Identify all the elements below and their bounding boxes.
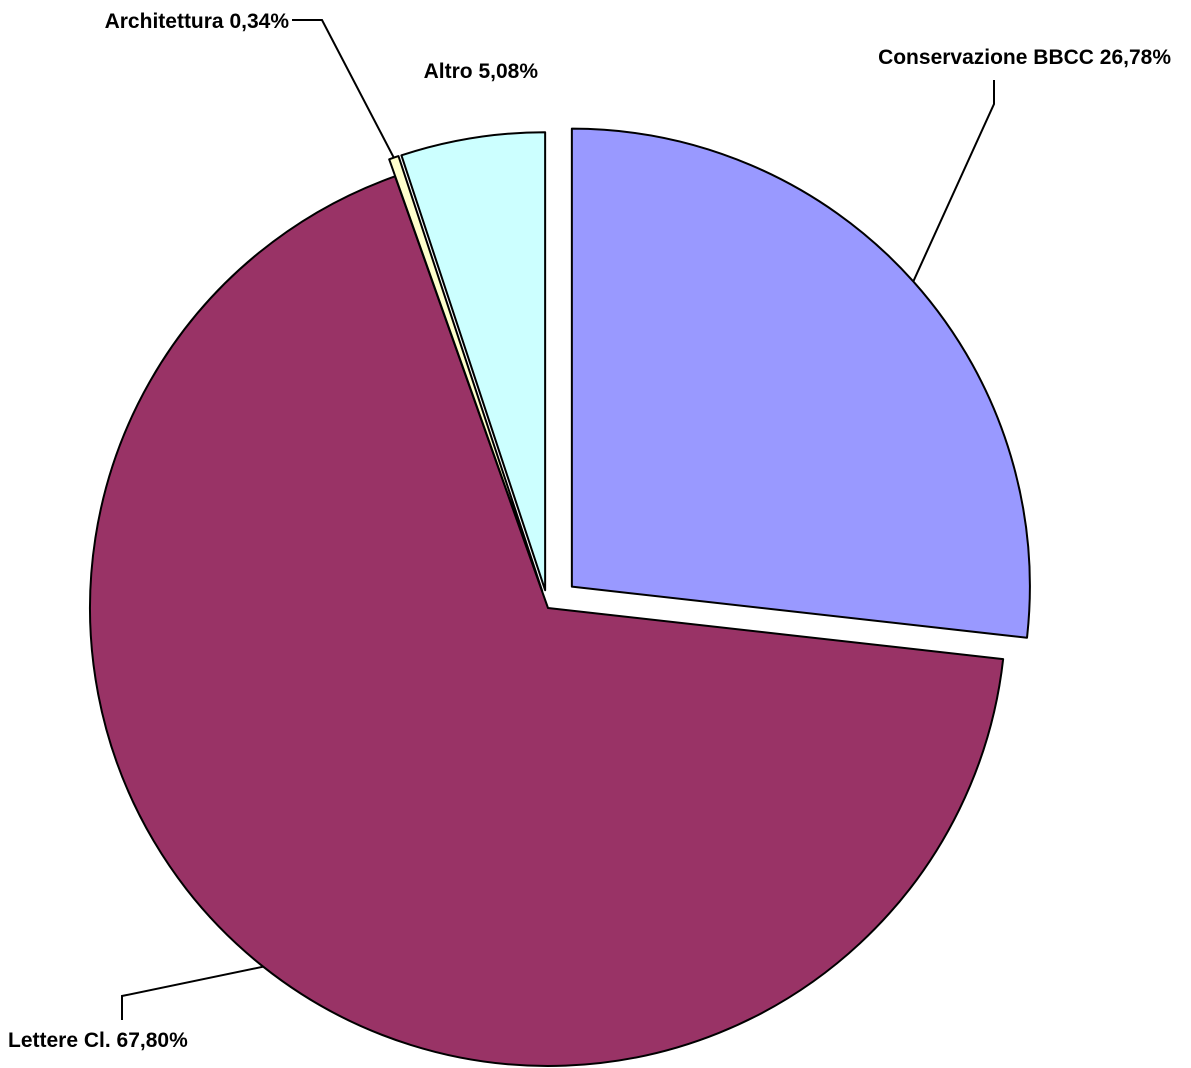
leader-line-lettere (121, 965, 264, 1020)
data-label-lettere: Lettere Cl. 67,80% (8, 1029, 188, 1052)
slice-architettura (388, 155, 544, 592)
slice-conservazione (570, 127, 1031, 639)
data-label-altro: Altro 5,08% (424, 60, 539, 83)
slice-altro (400, 131, 547, 592)
leader-line-architettura (292, 19, 395, 159)
data-labels: Conservazione BBCC 26,78% Lettere Cl. 67… (8, 10, 1171, 1052)
leader-lines (121, 19, 995, 1020)
leader-line-conservazione (912, 80, 995, 282)
data-label-conservazione: Conservazione BBCC 26,78% (878, 46, 1171, 69)
data-label-architettura: Architettura 0,34% (105, 10, 290, 33)
slice-lettere (89, 175, 1005, 1067)
pie-slices (89, 127, 1031, 1067)
